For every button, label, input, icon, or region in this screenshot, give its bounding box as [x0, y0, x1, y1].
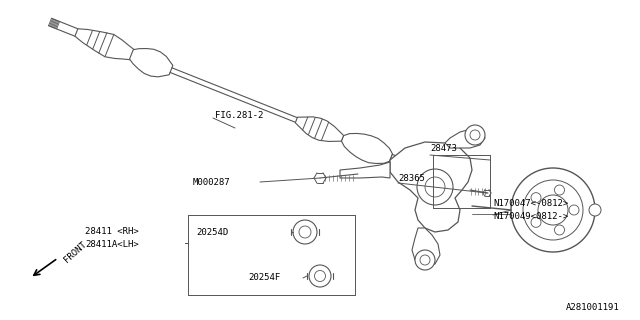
Text: 20254D: 20254D	[196, 228, 228, 236]
Circle shape	[554, 185, 564, 195]
Circle shape	[314, 270, 326, 282]
Circle shape	[538, 195, 568, 225]
Polygon shape	[75, 29, 136, 60]
Circle shape	[531, 217, 541, 227]
Circle shape	[299, 226, 311, 238]
Text: M000287: M000287	[193, 178, 230, 187]
Circle shape	[415, 250, 435, 270]
Polygon shape	[342, 133, 392, 164]
Circle shape	[470, 130, 480, 140]
Circle shape	[420, 255, 430, 265]
Text: FRONT: FRONT	[62, 240, 88, 264]
Polygon shape	[390, 142, 472, 232]
Circle shape	[417, 169, 453, 205]
Polygon shape	[129, 49, 173, 77]
Text: FIG.281-2: FIG.281-2	[215, 110, 264, 119]
Polygon shape	[412, 228, 440, 266]
Circle shape	[523, 180, 583, 240]
Polygon shape	[295, 117, 344, 141]
Circle shape	[309, 265, 331, 287]
Circle shape	[511, 168, 595, 252]
Text: 28411 <RH>
28411A<LH>: 28411 <RH> 28411A<LH>	[85, 227, 139, 249]
Circle shape	[531, 193, 541, 203]
Circle shape	[569, 205, 579, 215]
Circle shape	[554, 225, 564, 235]
Text: A281001191: A281001191	[566, 303, 620, 313]
Circle shape	[425, 177, 445, 197]
Text: 20254F: 20254F	[248, 274, 280, 283]
Circle shape	[293, 220, 317, 244]
Polygon shape	[340, 162, 390, 178]
Text: 28365: 28365	[398, 173, 425, 182]
Text: 28473: 28473	[430, 143, 457, 153]
Polygon shape	[445, 128, 485, 148]
Circle shape	[465, 125, 485, 145]
Circle shape	[589, 204, 601, 216]
Text: N170047<-0812>
N170049<0812->: N170047<-0812> N170049<0812->	[493, 199, 568, 221]
